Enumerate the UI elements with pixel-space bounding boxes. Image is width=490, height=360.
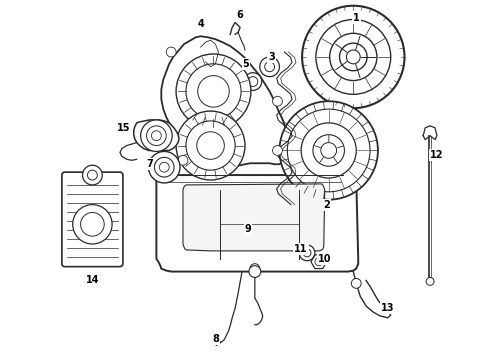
Circle shape (148, 152, 180, 183)
Circle shape (299, 245, 315, 261)
Circle shape (88, 170, 98, 180)
Circle shape (186, 121, 235, 170)
Circle shape (272, 96, 282, 106)
Circle shape (176, 54, 251, 129)
Circle shape (346, 50, 360, 64)
Circle shape (197, 132, 224, 159)
Text: 8: 8 (212, 334, 219, 345)
Text: 7: 7 (146, 159, 153, 169)
Text: 11: 11 (294, 244, 308, 254)
Circle shape (176, 111, 245, 180)
Circle shape (303, 249, 311, 257)
Circle shape (159, 162, 169, 172)
Circle shape (186, 64, 241, 119)
FancyBboxPatch shape (62, 172, 123, 267)
Circle shape (141, 120, 172, 152)
Circle shape (82, 165, 102, 185)
Circle shape (321, 143, 337, 158)
Text: 14: 14 (86, 275, 99, 285)
Text: 3: 3 (268, 52, 275, 62)
Text: 6: 6 (237, 10, 244, 19)
Text: 12: 12 (430, 150, 444, 161)
Circle shape (426, 278, 434, 285)
Circle shape (330, 33, 377, 81)
Polygon shape (183, 184, 325, 251)
Circle shape (198, 76, 229, 107)
Text: 4: 4 (197, 19, 204, 30)
Circle shape (248, 77, 258, 86)
Polygon shape (134, 120, 179, 150)
Circle shape (313, 135, 344, 166)
Circle shape (154, 157, 174, 177)
Circle shape (151, 131, 161, 141)
Circle shape (166, 47, 176, 57)
Polygon shape (161, 36, 289, 173)
Circle shape (250, 264, 260, 274)
Circle shape (73, 204, 112, 244)
Circle shape (249, 266, 261, 278)
Circle shape (244, 73, 262, 90)
Circle shape (260, 57, 279, 77)
Circle shape (147, 126, 166, 145)
Text: 15: 15 (117, 123, 131, 133)
Circle shape (301, 123, 356, 178)
Circle shape (351, 278, 361, 288)
Text: 10: 10 (318, 254, 332, 264)
Circle shape (178, 156, 188, 165)
Polygon shape (156, 174, 358, 271)
Circle shape (302, 6, 405, 108)
Text: 5: 5 (243, 59, 249, 69)
Circle shape (340, 43, 367, 71)
Circle shape (315, 258, 323, 266)
Polygon shape (311, 255, 327, 269)
Circle shape (80, 212, 104, 236)
Text: 13: 13 (381, 303, 394, 313)
Text: 2: 2 (323, 199, 330, 210)
Circle shape (272, 145, 282, 156)
Circle shape (316, 19, 391, 94)
Text: 1: 1 (353, 13, 360, 23)
Circle shape (287, 109, 370, 192)
Circle shape (265, 62, 274, 72)
Circle shape (279, 101, 378, 200)
Text: 9: 9 (245, 224, 251, 234)
